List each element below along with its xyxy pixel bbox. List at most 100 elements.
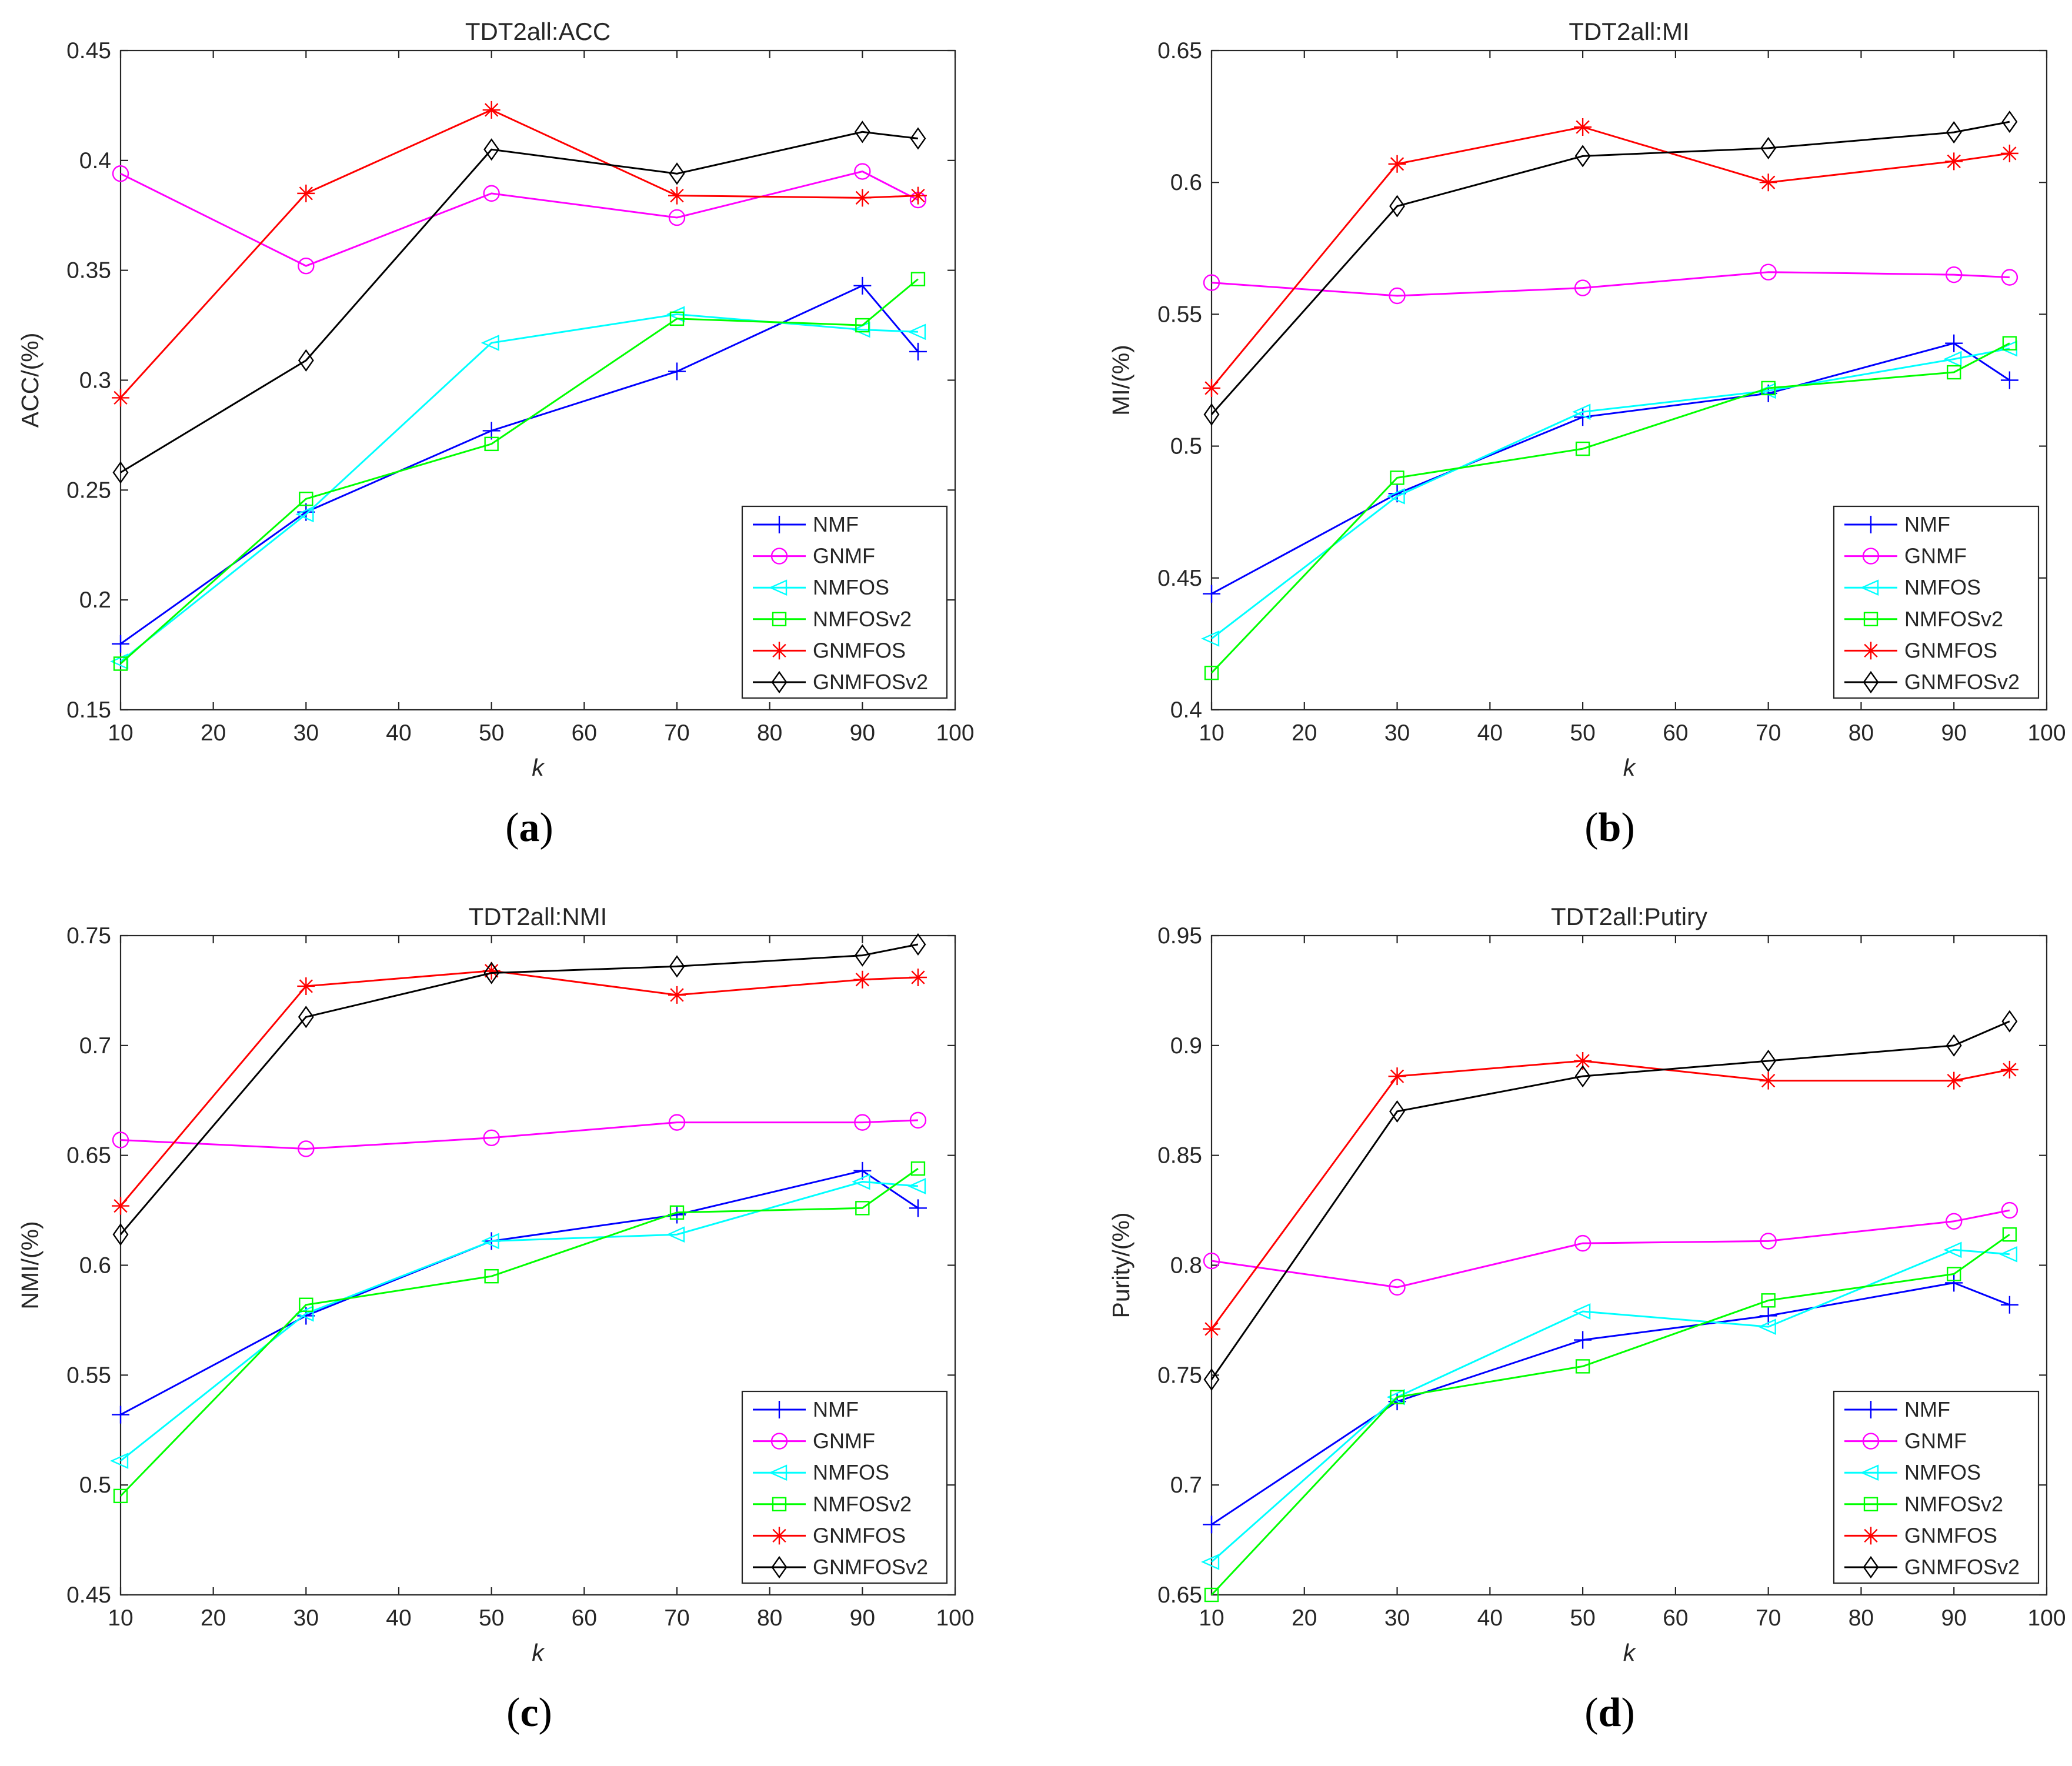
series-gnmfosv2 xyxy=(1203,110,2018,426)
x-tick-label: 30 xyxy=(293,1605,319,1631)
data-point-gnmf xyxy=(668,1114,686,1131)
data-point-nmfosv2 xyxy=(1390,1390,1404,1404)
legend-item-nmfos: NMFOS xyxy=(1844,1460,1981,1484)
legend-marker xyxy=(770,642,788,660)
x-tick-label: 20 xyxy=(1292,1605,1317,1631)
data-point-nmfos xyxy=(666,1226,685,1243)
legend-marker xyxy=(1860,1464,1879,1481)
x-tick-label: 90 xyxy=(850,720,875,746)
y-tick-label: 0.6 xyxy=(1170,170,1202,195)
series-line-nmfos xyxy=(120,1180,919,1462)
legend-marker xyxy=(1862,1433,1880,1450)
x-tick-label: 100 xyxy=(2027,720,2066,746)
legend-item-gnmf: GNMF xyxy=(1844,1429,1967,1453)
y-tick-label: 0.6 xyxy=(79,1253,111,1278)
legend-marker xyxy=(769,579,788,596)
data-point-gnmfos xyxy=(2000,144,2018,162)
data-point-gnmf xyxy=(1389,287,1406,305)
legend-item-gnmfos: GNMFOS xyxy=(753,638,906,662)
y-tick-label: 0.25 xyxy=(66,478,111,503)
series-line-gnmfos xyxy=(119,970,918,1207)
data-point-gnmf xyxy=(1760,1233,1777,1250)
data-point-nmf xyxy=(668,362,686,380)
y-axis-label: MI/(%) xyxy=(1107,345,1135,416)
data-point-nmf xyxy=(112,635,129,653)
legend-marker xyxy=(1860,579,1879,596)
chart-panel-4: 10 20 30 40 50 60 70 80 90 100 0.65 0.7 0.75 0.8 0.85 0… xyxy=(1107,903,2066,1666)
series-gnmfosv2 xyxy=(112,121,926,484)
data-point-gnmfosv2 xyxy=(1760,136,1777,159)
x-tick-label: 10 xyxy=(108,720,133,746)
series-line-gnmfosv2 xyxy=(119,943,919,1236)
data-point-nmfosv2 xyxy=(1575,441,1590,456)
data-point-gnmf xyxy=(483,185,500,202)
legend: NMF GNMF NMFOS NMFOSv2 GNMFOS GNMFOSv2 xyxy=(1833,1390,2040,1584)
data-point-gnmfosv2 xyxy=(2001,1010,2018,1033)
data-point-gnmfos xyxy=(482,962,501,980)
data-point-nmfos xyxy=(1201,1554,1220,1570)
x-tick-label: 50 xyxy=(1570,720,1595,746)
legend-label: GNMF xyxy=(813,544,875,568)
data-point-gnmfos xyxy=(1945,1071,1963,1090)
data-point-nmf xyxy=(1574,1331,1592,1349)
data-point-gnmfosv2 xyxy=(854,944,870,967)
data-point-gnmfosv2 xyxy=(1574,1065,1591,1088)
data-point-nmf xyxy=(1759,1307,1777,1325)
x-axis-label: k xyxy=(1623,754,1637,781)
legend-marker xyxy=(769,1464,788,1481)
data-point-gnmf xyxy=(668,209,686,226)
data-point-nmfos xyxy=(110,1453,129,1469)
y-tick-label: 0.4 xyxy=(1170,697,1202,723)
chart-title: TDT2all:MI xyxy=(1569,18,1689,45)
y-tick-label: 0.4 xyxy=(79,148,111,173)
series-line-gnmf xyxy=(1211,271,2010,297)
x-tick-label: 80 xyxy=(1849,1605,1874,1631)
y-tick-label: 0.55 xyxy=(1157,302,1202,327)
legend-item-nmfos: NMFOS xyxy=(1844,575,1981,599)
data-point-gnmfos xyxy=(2000,1060,2018,1079)
data-point-nmfosv2 xyxy=(2002,1227,2017,1242)
y-tick-label: 0.35 xyxy=(66,258,111,283)
data-point-nmf xyxy=(112,1406,129,1424)
chart-title: TDT2all:Putiry xyxy=(1551,903,1707,930)
data-point-nmf xyxy=(1203,1515,1220,1534)
y-tick-label: 0.45 xyxy=(1157,566,1202,591)
legend-label: NMF xyxy=(813,1397,859,1421)
data-point-gnmfos xyxy=(112,389,129,407)
legend-item-nmfosv2: NMFOSv2 xyxy=(753,607,912,631)
series-line-gnmfos xyxy=(1210,126,2010,389)
panel-label-close-paren: ) xyxy=(540,805,553,850)
legend-marker xyxy=(1862,1527,1880,1545)
x-tick-label: 80 xyxy=(757,720,782,746)
panel-label: (d) xyxy=(1584,1690,1635,1735)
series-gnmf xyxy=(1203,263,2018,305)
x-tick-label: 80 xyxy=(1849,720,1874,746)
data-point-nmfos xyxy=(907,1178,926,1194)
panel-label-close-paren: ) xyxy=(1621,805,1634,850)
legend-marker xyxy=(1863,670,1879,694)
y-tick-label: 0.65 xyxy=(66,1143,111,1169)
data-point-gnmfos xyxy=(297,184,315,202)
x-tick-label: 90 xyxy=(1941,720,1967,746)
data-point-nmfos xyxy=(852,1173,870,1190)
panel-label-letter: d xyxy=(1599,1690,1621,1735)
data-point-gnmfosv2 xyxy=(910,127,926,150)
series-nmfosv2 xyxy=(1204,336,2017,680)
y-tick-label: 0.9 xyxy=(1170,1033,1202,1059)
x-tick-label: 70 xyxy=(1756,720,1781,746)
panel-label-close-paren: ) xyxy=(1621,1690,1634,1735)
series-line-gnmfosv2 xyxy=(1210,121,2010,415)
data-point-gnmf xyxy=(483,1129,500,1146)
legend-label: NMF xyxy=(813,512,859,536)
series-nmfosv2 xyxy=(1204,1227,2017,1603)
legend-label: GNMFOS xyxy=(1904,638,1997,662)
data-point-gnmfosv2 xyxy=(112,1223,129,1246)
legend: NMF GNMF NMFOS NMFOSv2 GNMFOS GNMFOSv2 xyxy=(741,505,948,699)
data-point-gnmfos xyxy=(1574,1051,1592,1070)
y-tick-label: 0.65 xyxy=(1157,1583,1202,1608)
legend-label: NMFOSv2 xyxy=(813,607,912,631)
legend-box xyxy=(1833,505,2040,699)
data-point-gnmf xyxy=(1946,1213,1963,1230)
data-point-gnmfosv2 xyxy=(2001,110,2018,133)
x-tick-label: 50 xyxy=(1570,1605,1595,1631)
